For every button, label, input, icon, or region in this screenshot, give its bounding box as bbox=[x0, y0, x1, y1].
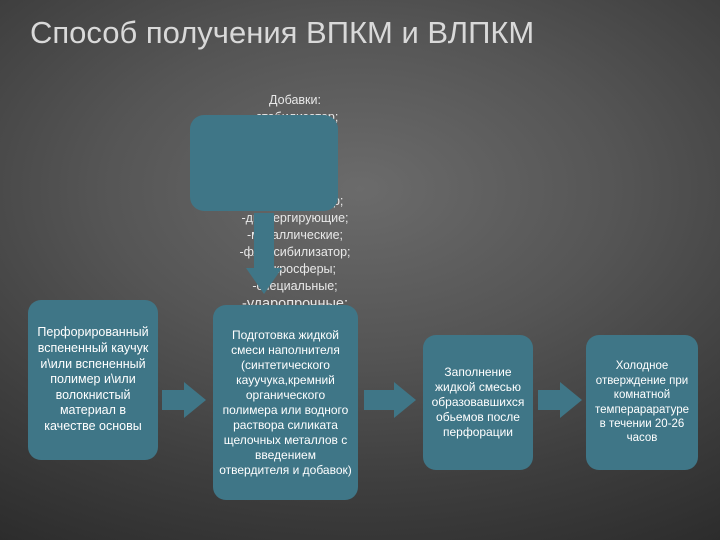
node-text: Холодное отверждение при комнатной темпе… bbox=[592, 359, 692, 445]
page-title: Способ получения ВПКМ и ВЛПКМ bbox=[30, 14, 690, 51]
arrow-stem bbox=[364, 390, 394, 410]
slide: Способ получения ВПКМ и ВЛПКМ Добавки:-с… bbox=[0, 0, 720, 540]
arrow-head bbox=[184, 382, 206, 418]
flow-node-cure: Холодное отверждение при комнатной темпе… bbox=[586, 335, 698, 470]
node-text: Подготовка жидкой смеси наполнителя (син… bbox=[219, 328, 352, 478]
arrow-head bbox=[394, 382, 416, 418]
flow-node-fill: Заполнение жидкой смесью образовавшихся … bbox=[423, 335, 533, 470]
arrow-head bbox=[560, 382, 582, 418]
flow-node-mix: Подготовка жидкой смеси наполнителя (син… bbox=[213, 305, 358, 500]
arrow-stem bbox=[254, 213, 274, 268]
flow-node-base: Перфорированный вспененный каучук и\или … bbox=[28, 300, 158, 460]
top-node bbox=[190, 115, 338, 211]
arrow-stem bbox=[162, 390, 184, 410]
arrow-stem bbox=[538, 390, 560, 410]
node-text: Перфорированный вспененный каучук и\или … bbox=[34, 325, 152, 434]
arrow-head bbox=[246, 268, 282, 294]
node-text: Заполнение жидкой смесью образовавшихся … bbox=[429, 365, 527, 440]
